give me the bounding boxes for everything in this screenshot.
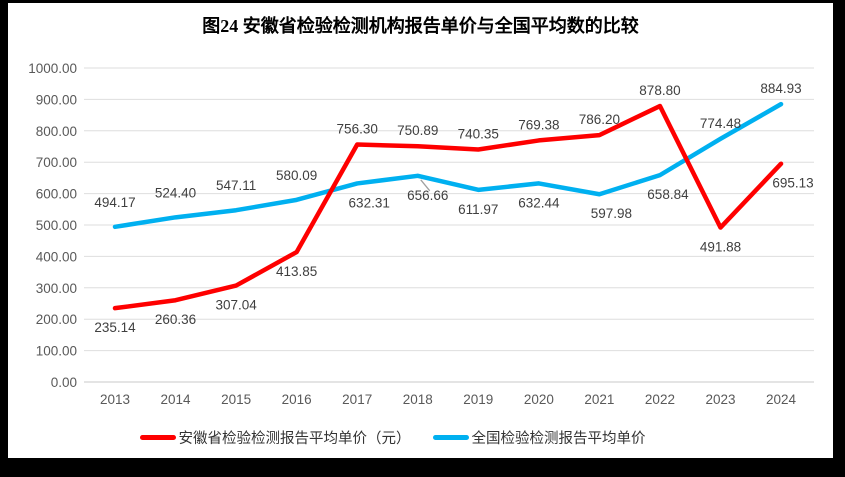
y-tick-label: 200.00 — [36, 312, 77, 327]
series-line — [112, 101, 784, 230]
x-tick-label: 2014 — [161, 392, 192, 407]
data-label: 658.84 — [647, 187, 689, 202]
x-tick-label: 2021 — [584, 392, 614, 407]
y-tick-label: 0.00 — [51, 375, 77, 390]
data-label: 580.09 — [276, 168, 317, 183]
x-tick-label: 2018 — [403, 392, 433, 407]
y-tick-label: 400.00 — [36, 249, 77, 264]
red-line-swatch — [139, 435, 176, 440]
label-leader-line — [420, 179, 431, 192]
series-line — [112, 103, 784, 311]
y-tick-label: 700.00 — [36, 155, 77, 170]
data-label: 597.98 — [591, 206, 632, 221]
y-tick-label: 500.00 — [36, 218, 77, 233]
y-tick-label: 300.00 — [36, 281, 77, 296]
chart-title: 图24 安徽省检验检测机构报告单价与全国平均数的比较 — [202, 16, 639, 36]
data-label: 524.40 — [155, 185, 196, 200]
data-label: 750.89 — [397, 123, 438, 138]
chart-panel: 图24 安徽省检验检测机构报告单价与全国平均数的比较 0.00 100.00 200… — [8, 3, 833, 458]
legend-label-anhui: 安徽省检验检测报告平均单价（元） — [178, 431, 411, 447]
y-tick-label: 1000.00 — [28, 61, 77, 76]
legend-row: 安徽省检验检测报告平均单价（元） 全国检验检测报告平均单价 — [139, 427, 646, 448]
data-label: 632.44 — [518, 195, 560, 210]
data-label: 494.17 — [94, 195, 135, 210]
blue-line-swatch — [432, 435, 469, 440]
data-label: 769.38 — [518, 117, 559, 132]
x-tick-label: 2023 — [705, 392, 735, 407]
x-tick-label: 2015 — [221, 392, 251, 407]
data-label: 491.88 — [700, 240, 741, 255]
x-tick-label: 2022 — [645, 392, 675, 407]
legend-item-national: 全国检验检测报告平均单价 — [432, 427, 646, 448]
data-label: 786.20 — [579, 112, 620, 127]
legend-label-national: 全国检验检测报告平均单价 — [471, 431, 646, 447]
y-tick-label: 800.00 — [36, 124, 77, 139]
x-tick-label: 2016 — [282, 392, 312, 407]
data-label: 235.14 — [94, 320, 136, 335]
legend-item-anhui: 安徽省检验检测报告平均单价（元） — [139, 427, 411, 448]
data-label: 307.04 — [215, 298, 257, 313]
data-label: 884.93 — [760, 81, 801, 96]
x-tick-label: 2024 — [766, 392, 797, 407]
x-tick-label: 2017 — [342, 392, 372, 407]
data-label: 878.80 — [639, 83, 680, 98]
data-label: 695.13 — [772, 176, 813, 191]
data-label: 547.11 — [216, 178, 256, 193]
y-tick-label: 100.00 — [36, 344, 77, 359]
data-label: 413.85 — [276, 264, 317, 279]
x-tick-label: 2019 — [463, 392, 493, 407]
y-tick-label: 900.00 — [36, 92, 77, 107]
chart-legend: 安徽省检验检测报告平均单价（元） 全国检验检测报告平均单价 — [8, 427, 833, 448]
data-label: 756.30 — [337, 122, 378, 137]
data-label: 611.97 — [458, 202, 498, 217]
data-label: 774.48 — [700, 116, 741, 131]
line-chart-plot: 0.00 100.00 200.00 300.00 400.00 500.00 600.00… — [28, 61, 814, 407]
data-label: 260.36 — [155, 312, 196, 327]
data-label: 632.31 — [349, 195, 390, 210]
data-label: 740.35 — [458, 127, 499, 142]
x-tick-label: 2020 — [524, 392, 554, 407]
x-tick-label: 2013 — [100, 392, 130, 407]
y-tick-label: 600.00 — [36, 187, 77, 202]
data-label: 656.66 — [407, 188, 448, 203]
